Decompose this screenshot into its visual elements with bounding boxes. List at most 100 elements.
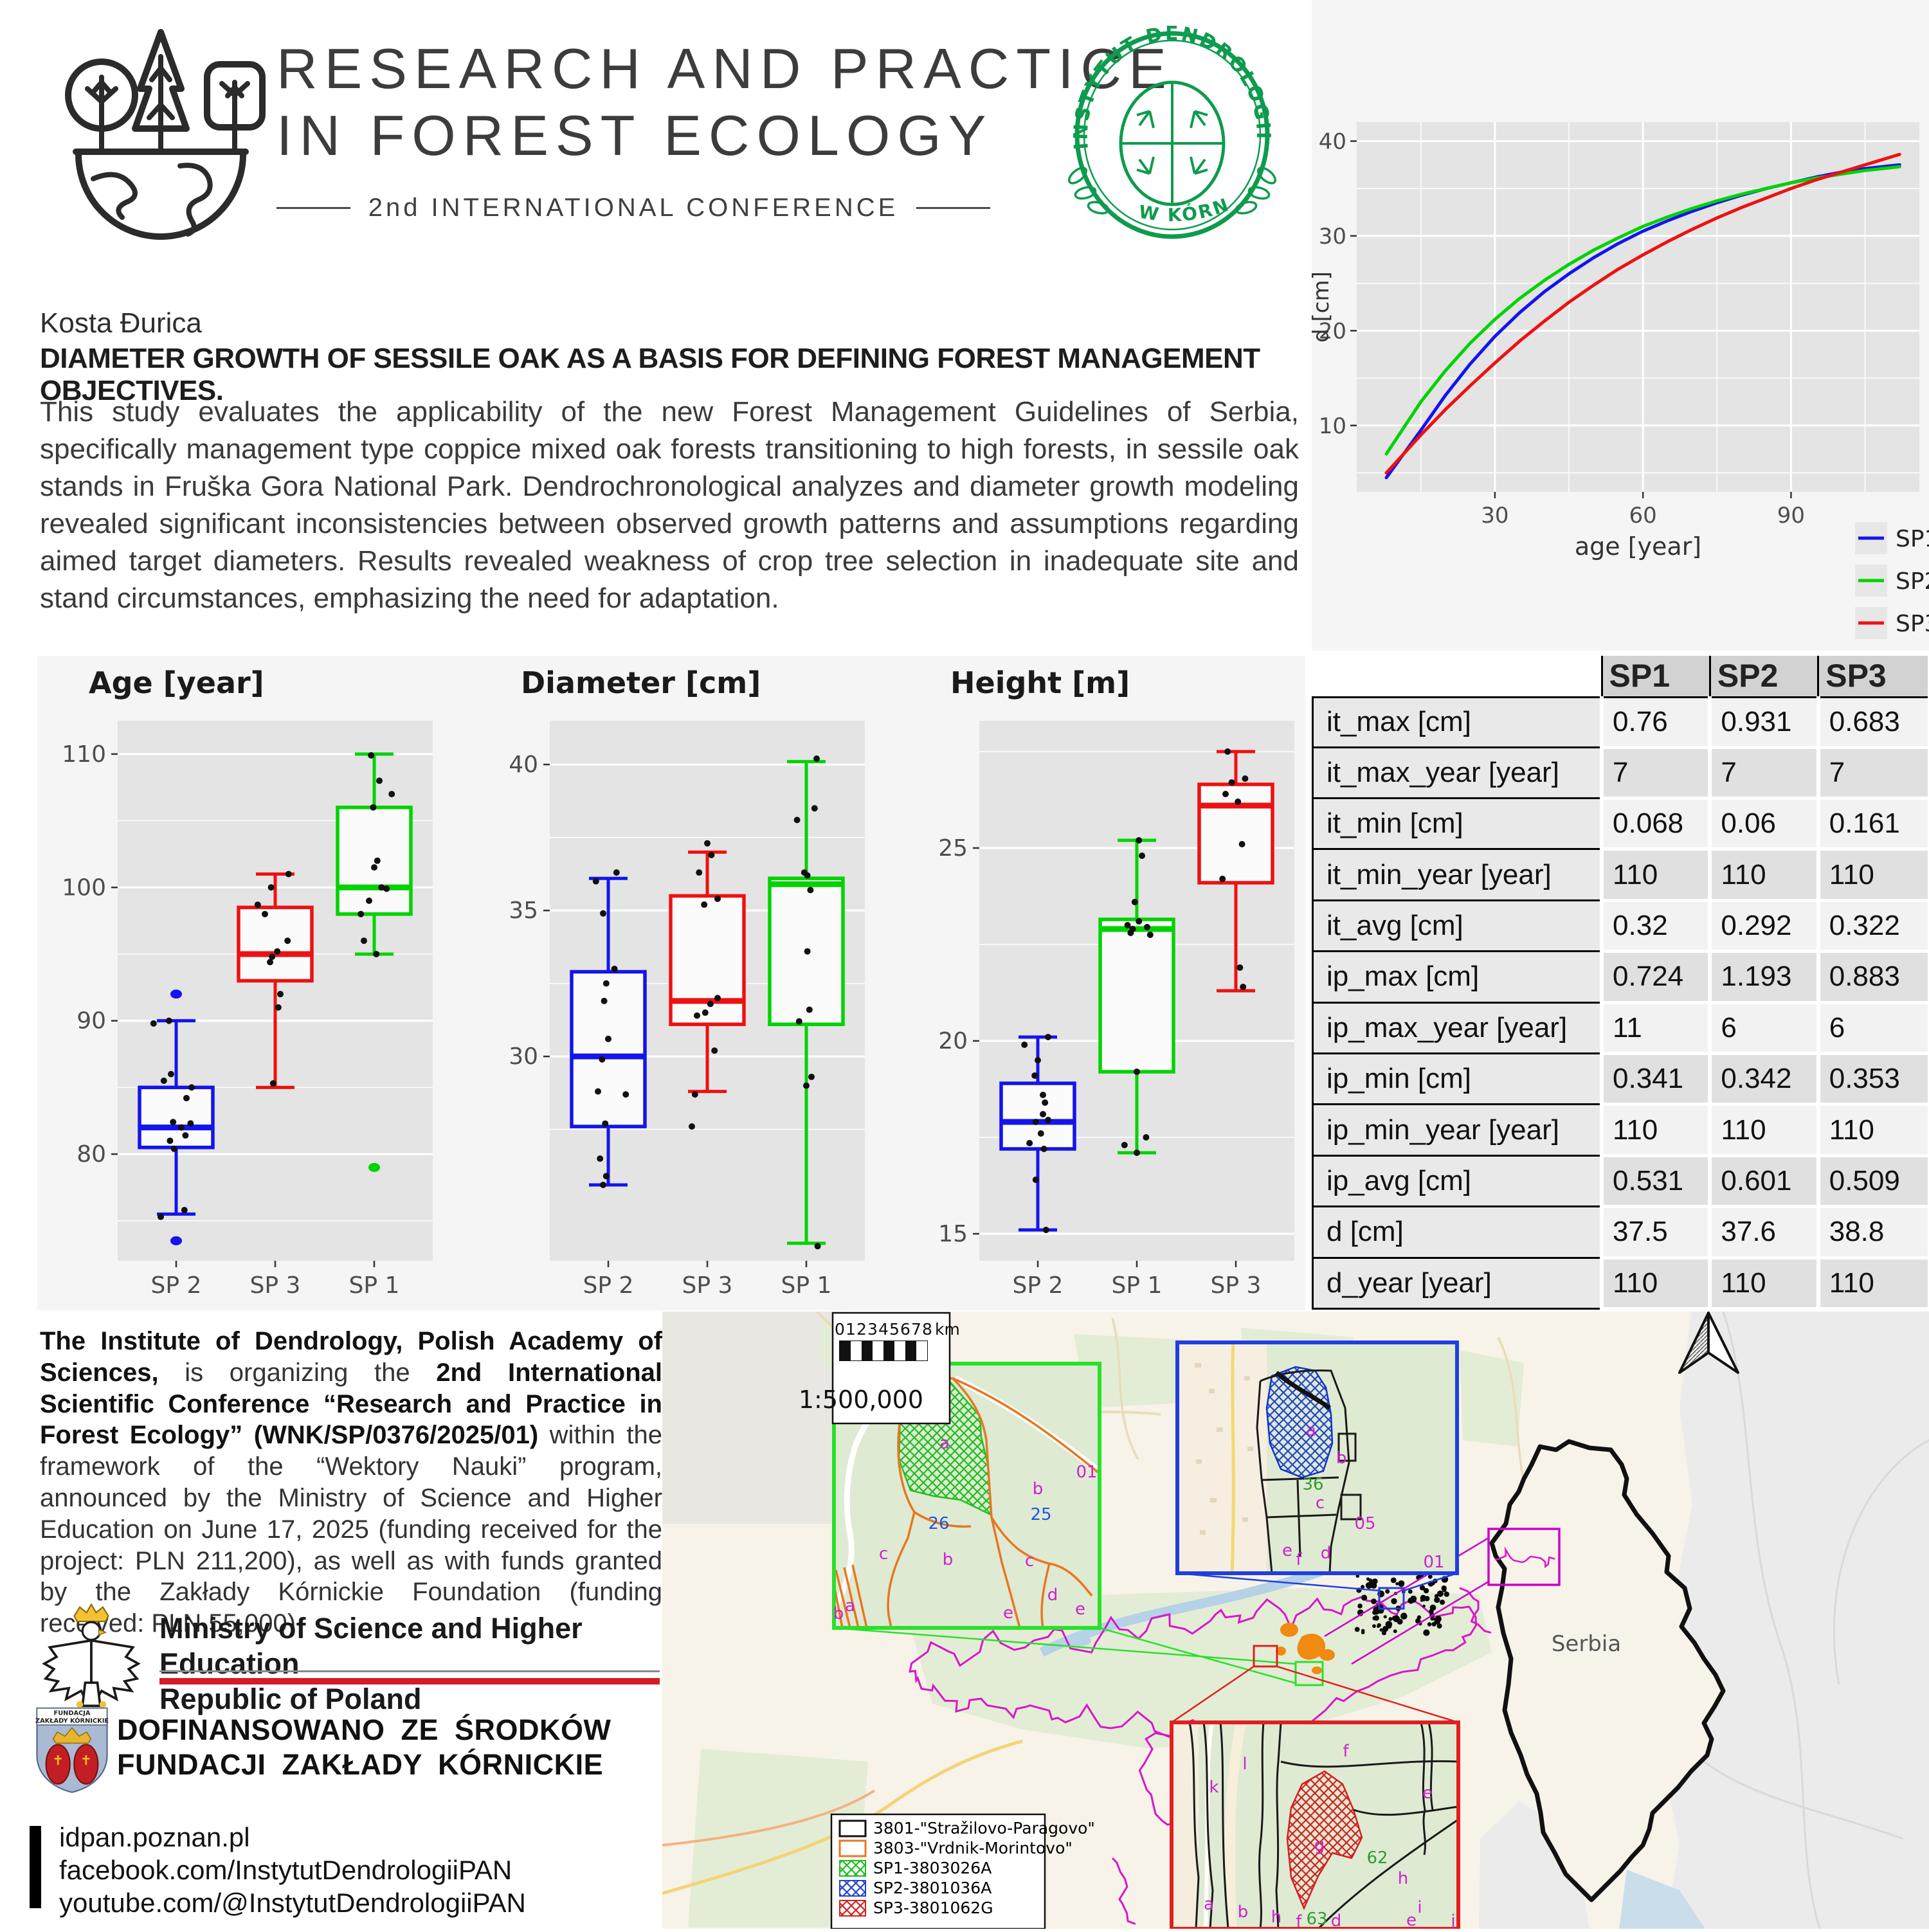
funding-text-1: is organizing the: [158, 1358, 437, 1387]
value-cell: 110: [1708, 1104, 1818, 1157]
data-point: [1021, 1042, 1028, 1048]
stand-dot: [1423, 1588, 1429, 1594]
north-arrow: [1678, 1312, 1739, 1374]
value-cell: 110: [1600, 849, 1710, 902]
globe-continent-right: [177, 163, 213, 237]
value-cell: 37.5: [1600, 1206, 1710, 1259]
table-col-header-SP2: SP2: [1708, 656, 1818, 698]
stand-dot: [1436, 1616, 1441, 1621]
data-point: [704, 840, 711, 847]
stand-dot: [1395, 1582, 1399, 1585]
data-point: [1042, 1227, 1049, 1233]
y-tick-label: 80: [77, 1141, 106, 1168]
data-point: [804, 872, 811, 879]
scale-digit: 3: [867, 1320, 878, 1339]
value-cell: 110: [1600, 1258, 1710, 1311]
data-point: [269, 1080, 276, 1087]
shield-caption-2: ZAKŁADY KÓRNICKIE: [35, 1717, 109, 1725]
value-cell: 0.06: [1708, 798, 1818, 851]
legend-label: SP1: [1896, 526, 1929, 552]
poland-eagle-emblem: [33, 1602, 149, 1711]
data-point: [376, 777, 383, 784]
inset-label-a: a: [845, 1596, 855, 1616]
conference-title-block: RESEARCH AND PRACTICE IN FOREST ECOLOGY …: [276, 35, 1166, 222]
table-row-it_max: it_max [cm] 0.76 0.931 0.683: [1312, 696, 1928, 749]
data-point: [813, 755, 820, 763]
inset-label-f: f: [1296, 1912, 1302, 1929]
data-point: [714, 995, 721, 1002]
stand-dot: [1373, 1615, 1379, 1621]
scale-digit: 1: [846, 1320, 856, 1339]
data-point: [1032, 1177, 1039, 1183]
data-point: [1146, 932, 1154, 938]
x-category-label: SP 2: [583, 1272, 634, 1299]
funding-text-2: within the framework of the “Wektory Nau…: [40, 1421, 662, 1638]
value-cell: 0.883: [1816, 951, 1928, 1004]
table-row-ip_min_year: ip_min_year [year] 110 110 110: [1312, 1103, 1928, 1157]
value-cell: 0.341: [1600, 1053, 1710, 1106]
data-point: [1037, 1130, 1044, 1137]
np-boundary-bit: [1111, 1857, 1136, 1925]
value-cell: 37.6: [1708, 1206, 1818, 1259]
data-point: [708, 851, 715, 858]
row-label: it_max [cm]: [1312, 696, 1604, 748]
data-point: [1040, 1146, 1047, 1152]
conference-subtitle: 2nd INTERNATIONAL CONFERENCE: [368, 193, 899, 222]
row-label: it_avg [cm]: [1312, 899, 1604, 953]
tree-conifer-trunk-arrow: [147, 54, 175, 154]
data-point: [371, 864, 377, 871]
shield-crown: [52, 1727, 92, 1744]
stats-table-wrap: SP1 SP2 SP3 it_max [cm] 0.76 0.931 0.683 it_max…: [1312, 656, 1928, 1311]
stand-dot: [1393, 1629, 1397, 1634]
conference-subtitle-row: 2nd INTERNATIONAL CONFERENCE: [276, 194, 990, 222]
data-point: [1035, 1057, 1041, 1063]
table-row-d: d [cm] 37.5 37.6 38.8: [1312, 1205, 1928, 1259]
stand-dot: [1386, 1623, 1392, 1629]
scale-digit: 2: [856, 1320, 867, 1339]
map-legend: 3801-"Stražilovo-Paragovo" 3803-"Vrdnik-M…: [830, 1813, 1095, 1930]
data-point: [793, 817, 801, 824]
link-facebook[interactable]: facebook.com/InstytutDendrologiiPAN: [59, 1855, 512, 1886]
data-point: [1144, 924, 1150, 930]
data-point: [1238, 841, 1245, 847]
data-point: [361, 937, 367, 944]
value-cell: 0.724: [1600, 951, 1710, 1004]
scale-segment: [883, 1341, 894, 1360]
value-cell: 6: [1708, 1002, 1818, 1055]
data-point: [373, 950, 380, 957]
stand-dot: [1398, 1580, 1405, 1587]
data-point: [277, 991, 284, 998]
outlier-point: [368, 1162, 380, 1172]
data-point: [182, 1132, 189, 1139]
inset-label-63: 63: [1306, 1909, 1327, 1929]
link-youtube[interactable]: youtube.com/@InstytutDendrologiiPAN: [59, 1888, 526, 1918]
y-tick-label: 20: [938, 1028, 968, 1054]
data-point: [694, 1012, 700, 1019]
table-col-header-SP3: SP3: [1817, 656, 1928, 698]
data-point: [267, 959, 273, 966]
scale-segment: [851, 1341, 862, 1360]
data-point: [601, 997, 608, 1004]
y-tick-label: 15: [938, 1221, 968, 1247]
data-point: [383, 885, 390, 892]
boxplot-diameter-svg: Diameter [cm] 30 35 40 SP 2 SP 3 SP 1: [509, 665, 865, 1299]
row-label: ip_avg [cm]: [1312, 1154, 1604, 1208]
data-point: [714, 895, 721, 902]
data-point: [1224, 748, 1231, 755]
scale-segment: [862, 1341, 873, 1360]
ministry-name: Ministry of Science and Higher Education…: [159, 1611, 674, 1717]
stand-dot: [1373, 1606, 1380, 1613]
sp3-stand-hatch: [1286, 1770, 1363, 1911]
seal-oak-leaves-left: [1067, 167, 1110, 215]
value-cell: 0.32: [1600, 900, 1710, 953]
ministry-gray-rule: [159, 1670, 660, 1672]
y-tick-label: 90: [77, 1008, 106, 1034]
link-website[interactable]: idpan.poznan.pl: [59, 1822, 250, 1852]
institute-seal-svg: INSTYTUT DENDROLOGII PAN W KÓRNIKU: [1051, 7, 1277, 239]
y-tick-label: 100: [62, 874, 106, 901]
sp2-stand-hatch: [1265, 1366, 1334, 1479]
data-point: [592, 878, 599, 885]
seal-emblem-q3: [1136, 156, 1155, 175]
data-point: [597, 1155, 604, 1162]
eagle-talon-right: [99, 1701, 107, 1708]
